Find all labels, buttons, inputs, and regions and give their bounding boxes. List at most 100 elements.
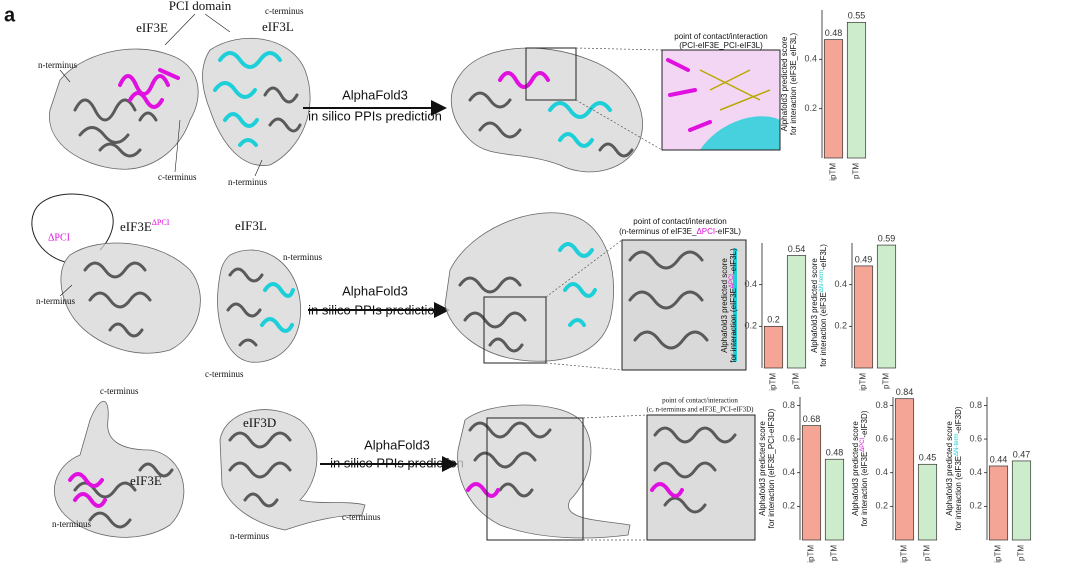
- y-axis-label: for interaction (eIF3E_PCI-eIF3D): [767, 408, 776, 528]
- label: c-terminus: [265, 6, 304, 16]
- inset-title-part: -eIF3L): [715, 227, 741, 236]
- bar: [917, 463, 938, 541]
- arrow-label: in silico PPIs prediction: [308, 302, 442, 317]
- inset-title: (n-terminus of eIF3E_ΔPCI-eIF3L): [619, 227, 741, 236]
- y-axis-label-part: for interaction (eIF3E: [729, 288, 738, 363]
- label: n-terminus: [228, 177, 267, 187]
- structure-eif3d: [219, 409, 366, 531]
- x-tick-label: pTM: [923, 545, 932, 561]
- y-axis-label-part: for interaction (eIF3E: [954, 456, 963, 531]
- panel-label: a: [4, 4, 16, 26]
- y-tick-label: 0.4: [875, 467, 888, 477]
- y-axis-label-part: ΔN-term: [819, 270, 825, 292]
- value-label: 0.47: [1013, 449, 1031, 459]
- label: n-terminus: [283, 252, 322, 262]
- inset: [646, 414, 756, 541]
- label: eIF3EΔPCI: [120, 218, 170, 234]
- y-axis-label: Alphafold3 predicted score: [720, 258, 729, 353]
- structure-eif3e: [49, 48, 199, 170]
- arrow-label: AlphaFold3: [342, 87, 408, 102]
- y-tick-label: 0.2: [744, 321, 757, 331]
- y-tick-label: 0.4: [969, 467, 982, 477]
- y-tick-label: 0.4: [782, 467, 795, 477]
- y-axis-label-part: ΔN-term: [954, 434, 960, 456]
- value-label: 0.48: [825, 28, 843, 38]
- value-label: 0.59: [878, 233, 896, 243]
- structure-eif3l: [202, 37, 311, 166]
- y-tick-label: 0.4: [804, 54, 817, 64]
- y-axis-label: for interaction (eIF3EΔN-term-eIF3D): [954, 406, 964, 530]
- y-axis-label-part: -eIF3L): [819, 244, 828, 270]
- value-label: 0.55: [848, 11, 866, 21]
- structure-complex: [457, 404, 631, 539]
- label: eIF3D: [243, 415, 276, 430]
- x-tick-label: pTM: [1017, 545, 1026, 561]
- label: eIF3L: [262, 19, 294, 34]
- value-label: 0.45: [919, 453, 937, 463]
- arrow-label: AlphaFold3: [342, 283, 408, 298]
- bar: [786, 255, 807, 369]
- x-tick-label: pTM: [830, 545, 839, 561]
- bar: [824, 458, 845, 541]
- label: eIF3E: [130, 473, 162, 488]
- y-axis-label-part: -eIF3L): [729, 248, 738, 274]
- y-tick-label: 0.2: [969, 501, 982, 511]
- y-tick-label: 0.2: [875, 501, 888, 511]
- label: c-terminus: [342, 512, 381, 522]
- value-label: 0.68: [803, 414, 821, 424]
- y-axis-label: for interaction (eIF3E_eIF3L): [789, 33, 798, 136]
- zoom-line: [582, 414, 648, 419]
- inset-title-part: ΔPCI: [696, 227, 715, 236]
- label: n-terminus: [230, 531, 269, 541]
- bar: [801, 425, 822, 541]
- label: eIF3L: [235, 218, 267, 233]
- y-tick-label: 0.4: [834, 279, 847, 289]
- value-label: 0.48: [826, 448, 844, 458]
- inset-title-part: (n-terminus of eIF3E_: [619, 227, 697, 236]
- structure-complex: [444, 212, 614, 362]
- zoom-line: [575, 99, 663, 151]
- y-tick-label: 0.2: [782, 501, 795, 511]
- x-tick-label: pTM: [792, 373, 801, 389]
- y-tick-label: 0.2: [804, 103, 817, 113]
- label: c-terminus: [205, 369, 244, 379]
- inset-title: point of contact/interaction: [633, 217, 726, 226]
- label: n-terminus: [36, 296, 75, 306]
- arrow-label: in silico PPIs prediction: [308, 108, 442, 123]
- y-axis-label: for interaction (eIF3EΔN-term-eIF3L): [819, 244, 829, 367]
- label: c-terminus: [158, 172, 197, 182]
- label: n-terminus: [38, 60, 77, 70]
- y-axis-label: Alphafold3 predicted score: [810, 258, 819, 353]
- structure-eif3e: [54, 400, 185, 538]
- inset-title: (PCI-eIF3E_PCI-eIF3L): [679, 41, 763, 50]
- value-label: 0.49: [855, 254, 873, 264]
- y-tick-label: 0.6: [969, 433, 982, 443]
- x-tick-label: ipTM: [807, 545, 816, 563]
- value-label: 0.44: [990, 454, 1008, 464]
- structure-complex: [451, 47, 643, 173]
- label-superscript: ΔPCI: [152, 218, 170, 227]
- value-label: 0.84: [896, 387, 914, 397]
- x-tick-label: pTM: [852, 163, 861, 179]
- label-text: eIF3E: [120, 219, 152, 234]
- label: eIF3E: [136, 20, 168, 35]
- bar: [876, 244, 897, 369]
- bar: [763, 325, 784, 369]
- zoom-box: [483, 296, 547, 364]
- y-tick-label: 0.8: [875, 400, 888, 410]
- zoom-line: [545, 362, 623, 371]
- y-axis-label-part: for interaction (eIF3E_eIF3L): [789, 33, 798, 136]
- label: ΔPCI: [48, 232, 70, 243]
- x-tick-label: ipTM: [900, 545, 909, 563]
- y-tick-label: 0.6: [782, 433, 795, 443]
- y-axis-label-part: for interaction (eIF3E: [860, 452, 869, 527]
- inset: [621, 239, 747, 371]
- y-tick-label: 0.8: [969, 400, 982, 410]
- y-axis-label-part: for interaction (eIF3E_PCI-eIF3D): [767, 408, 776, 528]
- y-axis-label: Alphafold3 predicted score: [851, 421, 860, 516]
- y-axis-label-part: for interaction (eIF3E: [819, 292, 828, 367]
- bar: [1011, 460, 1032, 541]
- zoom-box: [486, 417, 584, 541]
- y-axis-label-part: ΔPCI: [860, 437, 866, 451]
